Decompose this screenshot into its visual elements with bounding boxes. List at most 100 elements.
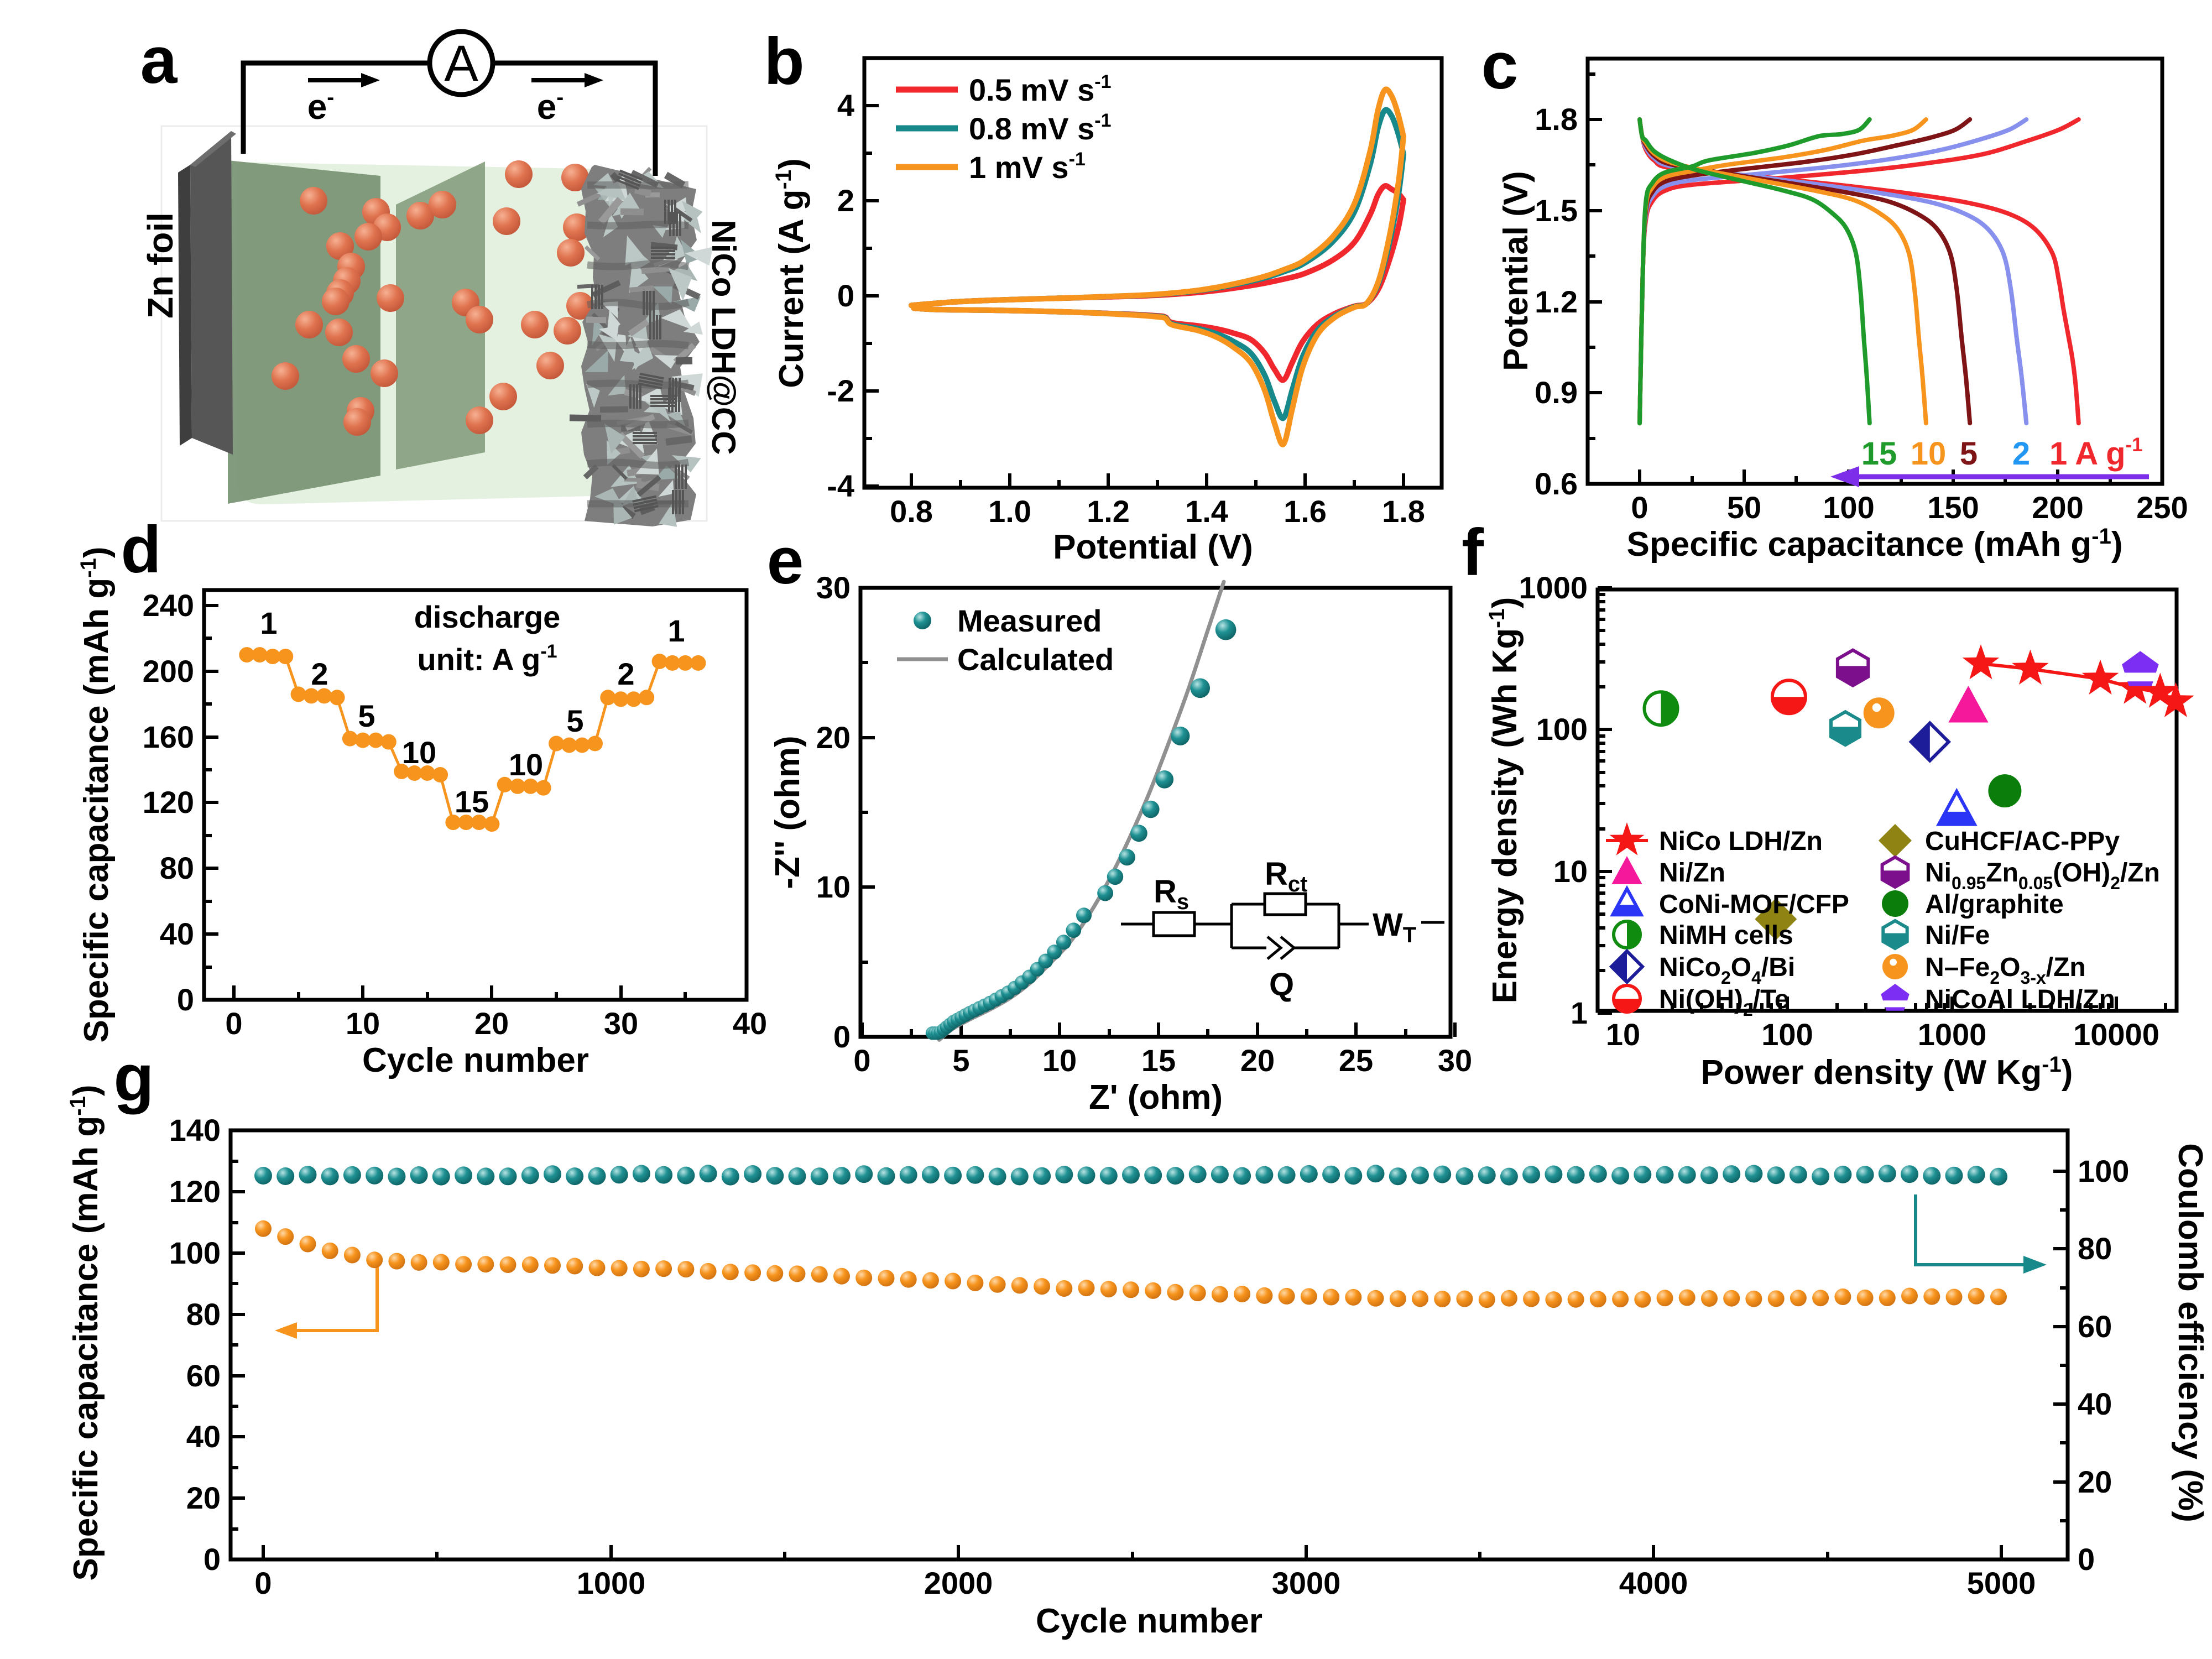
svg-text:1000: 1000 <box>1918 1017 1987 1052</box>
svg-text:e: e <box>767 524 804 598</box>
svg-text:0: 0 <box>833 1019 851 1054</box>
svg-text:1.4: 1.4 <box>1185 494 1228 529</box>
svg-text:Current (A g-1): Current (A g-1) <box>771 158 811 388</box>
svg-text:0.8: 0.8 <box>890 494 933 529</box>
svg-text:1000: 1000 <box>577 1566 646 1600</box>
svg-text:NiCoAl LDH/Zn: NiCoAl LDH/Zn <box>1925 985 2115 1014</box>
svg-text:10: 10 <box>1606 1017 1640 1052</box>
svg-text:Coulomb efficiency (%): Coulomb efficiency (%) <box>2171 1143 2209 1522</box>
svg-text:50: 50 <box>1727 490 1761 525</box>
svg-text:1.8: 1.8 <box>1535 102 1578 137</box>
svg-text:Measured: Measured <box>957 603 1102 638</box>
svg-text:N–Fe2O3-x/Zn: N–Fe2O3-x/Zn <box>1925 953 2086 988</box>
svg-text:1.0: 1.0 <box>988 494 1031 529</box>
svg-text:1 A g-1: 1 A g-1 <box>2049 434 2143 472</box>
svg-text:g: g <box>113 1041 154 1115</box>
svg-text:20: 20 <box>2078 1464 2112 1499</box>
svg-text:A: A <box>444 35 478 92</box>
svg-text:CoNi-MOF/CFP: CoNi-MOF/CFP <box>1659 890 1849 919</box>
svg-text:Al/graphite: Al/graphite <box>1925 890 2064 919</box>
svg-text:Power density (W Kg-1): Power density (W Kg-1) <box>1701 1052 2073 1092</box>
svg-text:140: 140 <box>169 1113 221 1147</box>
svg-text:40: 40 <box>733 1006 767 1041</box>
svg-text:d: d <box>121 513 161 587</box>
svg-text:c: c <box>1481 29 1519 103</box>
svg-text:0.8 mV s-1: 0.8 mV s-1 <box>969 110 1112 146</box>
svg-text:1: 1 <box>260 606 277 640</box>
svg-text:Ni/Fe: Ni/Fe <box>1925 921 1990 950</box>
svg-text:5000: 5000 <box>1967 1566 2036 1600</box>
svg-text:100: 100 <box>1823 490 1874 525</box>
svg-text:3000: 3000 <box>1272 1566 1341 1600</box>
svg-text:f: f <box>1462 515 1484 589</box>
svg-text:0: 0 <box>204 1542 221 1577</box>
svg-text:0: 0 <box>225 1006 242 1041</box>
svg-text:2000: 2000 <box>924 1566 993 1600</box>
svg-text:Ni(OH)2/Te: Ni(OH)2/Te <box>1659 985 1790 1020</box>
svg-text:5: 5 <box>952 1043 969 1078</box>
svg-text:Specific capacitance (mAh g-1): Specific capacitance (mAh g-1) <box>66 1085 105 1581</box>
svg-text:Specific capacitance (mAh g-1): Specific capacitance (mAh g-1) <box>1627 524 2123 564</box>
svg-text:5: 5 <box>566 703 583 738</box>
svg-text:20: 20 <box>474 1006 509 1041</box>
svg-text:discharge: discharge <box>414 599 561 634</box>
svg-text:NiCo LDH@CC: NiCo LDH@CC <box>705 220 742 455</box>
svg-text:100: 100 <box>1761 1017 1813 1052</box>
svg-text:80: 80 <box>2078 1231 2112 1266</box>
svg-text:Potential (V): Potential (V) <box>1053 528 1253 566</box>
svg-text:5: 5 <box>358 698 375 733</box>
svg-text:0: 0 <box>2078 1542 2095 1577</box>
svg-text:10: 10 <box>816 869 851 904</box>
svg-text:Z' (ohm): Z' (ohm) <box>1089 1078 1223 1117</box>
svg-text:250: 250 <box>2136 490 2188 525</box>
svg-text:200: 200 <box>143 654 194 688</box>
svg-text:1.8: 1.8 <box>1382 494 1425 529</box>
svg-text:20: 20 <box>1240 1043 1275 1078</box>
svg-text:10: 10 <box>1553 854 1588 889</box>
svg-text:30: 30 <box>1438 1043 1472 1078</box>
svg-text:100: 100 <box>169 1235 221 1270</box>
svg-text:10000: 10000 <box>2073 1017 2159 1052</box>
svg-text:unit: A g-1: unit: A g-1 <box>417 641 557 677</box>
svg-text:0: 0 <box>254 1566 272 1600</box>
svg-text:30: 30 <box>604 1006 638 1041</box>
svg-text:30: 30 <box>816 570 851 605</box>
svg-text:-4: -4 <box>827 468 854 503</box>
svg-text:20: 20 <box>186 1480 221 1515</box>
svg-text:80: 80 <box>160 851 194 885</box>
svg-text:1000: 1000 <box>1519 570 1588 605</box>
svg-text:0: 0 <box>853 1043 870 1078</box>
svg-text:Rs: Rs <box>1154 874 1189 914</box>
svg-text:20: 20 <box>816 720 851 755</box>
svg-text:1.2: 1.2 <box>1535 284 1578 319</box>
svg-text:60: 60 <box>186 1358 221 1393</box>
svg-text:15: 15 <box>1861 436 1897 472</box>
svg-text:-Z'' (ohm): -Z'' (ohm) <box>769 735 807 889</box>
svg-text:120: 120 <box>143 785 194 820</box>
svg-text:NiCo LDH/Zn: NiCo LDH/Zn <box>1659 827 1823 856</box>
svg-text:200: 200 <box>2032 490 2083 525</box>
svg-text:0: 0 <box>177 982 194 1017</box>
svg-text:2: 2 <box>837 183 854 218</box>
svg-text:0.6: 0.6 <box>1535 466 1578 501</box>
svg-text:Specific capacitance (mAh g-1): Specific capacitance (mAh g-1) <box>76 547 116 1043</box>
svg-text:Calculated: Calculated <box>957 642 1114 677</box>
svg-text:1: 1 <box>667 613 685 648</box>
svg-text:40: 40 <box>160 916 194 951</box>
svg-text:10: 10 <box>402 735 436 770</box>
svg-text:1 mV s-1: 1 mV s-1 <box>969 149 1086 185</box>
svg-text:-2: -2 <box>827 373 854 408</box>
svg-text:2: 2 <box>617 656 634 691</box>
svg-text:60: 60 <box>2078 1309 2112 1344</box>
svg-text:4: 4 <box>837 88 854 123</box>
svg-text:1: 1 <box>1571 995 1588 1030</box>
svg-text:240: 240 <box>143 588 194 623</box>
svg-text:120: 120 <box>169 1174 221 1209</box>
svg-text:40: 40 <box>186 1419 221 1454</box>
svg-text:25: 25 <box>1339 1043 1373 1078</box>
svg-text:2: 2 <box>311 656 328 691</box>
svg-text:10: 10 <box>1911 436 1947 472</box>
svg-text:1.2: 1.2 <box>1087 494 1130 529</box>
svg-text:0.5 mV s-1: 0.5 mV s-1 <box>969 71 1112 107</box>
svg-text:10: 10 <box>346 1006 380 1041</box>
